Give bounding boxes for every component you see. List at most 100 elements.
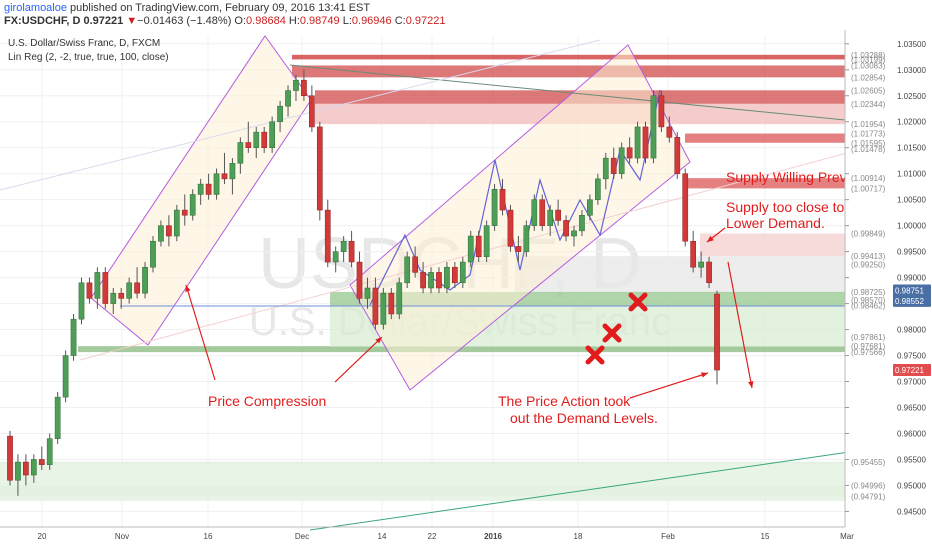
candle xyxy=(110,292,117,304)
author-link[interactable]: girolamoaloe xyxy=(4,2,67,14)
candle xyxy=(221,173,228,180)
price-axis[interactable]: 1.03500 1.03000 1.02500 1.02000 1.01500 1.010… xyxy=(844,30,932,550)
candle xyxy=(594,178,601,200)
price-chart[interactable]: USDCHF, D U.S. Dollar/Swiss Franc Price … xyxy=(0,30,932,550)
candle xyxy=(452,266,458,284)
high-value: 0.98749 xyxy=(299,15,340,27)
level-label: (0.97566) xyxy=(851,348,886,357)
close-label: C: xyxy=(394,15,406,27)
candle xyxy=(213,173,220,195)
candle xyxy=(698,261,704,268)
candle xyxy=(483,225,490,258)
time-tick-label: 2016 xyxy=(484,532,502,541)
candle xyxy=(658,95,665,128)
price-tick-label: 1.03000 xyxy=(897,66,926,75)
candle xyxy=(245,142,252,148)
candle xyxy=(118,292,125,299)
level-label: (0.94791) xyxy=(851,492,886,501)
candle xyxy=(475,235,482,258)
candle xyxy=(507,209,514,247)
candle xyxy=(173,209,180,237)
candle xyxy=(642,126,649,159)
level-label: (0.95455) xyxy=(851,458,886,467)
price-tick-label: 0.96000 xyxy=(897,429,926,438)
annotation-text: Lower Demand. xyxy=(726,215,825,231)
time-tick-label: 16 xyxy=(204,532,213,541)
candle xyxy=(269,121,275,148)
candle xyxy=(682,173,689,242)
candle xyxy=(150,240,156,268)
level-label: (1.01773) xyxy=(851,130,886,139)
candle xyxy=(555,209,561,221)
candle xyxy=(7,435,13,481)
arrowhead-icon xyxy=(701,372,708,378)
candle xyxy=(86,282,93,299)
cross-icon xyxy=(628,292,648,312)
candle xyxy=(261,131,268,148)
candle xyxy=(332,251,339,263)
candle xyxy=(626,147,633,159)
time-axis[interactable]: 20 Nov 16 Dec 14 22 2016 18 Feb 15 Mar xyxy=(0,526,854,541)
price-tick-label: 0.94500 xyxy=(897,507,926,516)
candle xyxy=(674,137,681,174)
time-tick-label: Dec xyxy=(295,532,309,541)
change-value: −0.01463 (−1.48%) xyxy=(137,15,232,27)
candle xyxy=(547,209,554,226)
candle xyxy=(420,272,426,289)
candle xyxy=(412,256,418,273)
candle xyxy=(531,199,538,226)
candle xyxy=(380,292,387,325)
level-label: (0.98462) xyxy=(851,302,886,311)
supply-zone xyxy=(700,233,845,257)
candle xyxy=(444,266,450,289)
price-tick-label: 0.99500 xyxy=(897,248,926,257)
candle xyxy=(134,282,140,294)
time-tick-label: 18 xyxy=(574,532,583,541)
time-tick-label: 15 xyxy=(761,532,770,541)
price-badge xyxy=(893,364,931,377)
price-tick-label: 1.01500 xyxy=(897,144,926,153)
candle xyxy=(15,461,21,481)
candle xyxy=(348,240,355,263)
level-label: (0.99413) xyxy=(851,252,886,261)
candle xyxy=(618,147,625,174)
neutral-zone xyxy=(515,256,845,294)
candle xyxy=(610,157,617,174)
price-tick-label: 1.00500 xyxy=(897,196,926,205)
cross-icon xyxy=(585,345,605,365)
candle xyxy=(293,79,299,91)
annotation-text: The Price Action took xyxy=(498,393,631,409)
candle xyxy=(70,318,77,356)
level-label: (0.98725) xyxy=(851,288,886,297)
demand-zone-bottom xyxy=(0,462,845,502)
indicator-label: Lin Reg (2, -2, true, true, 100, close) xyxy=(8,52,169,63)
candle xyxy=(523,225,530,252)
annotation-arrow xyxy=(334,336,383,383)
annotation-text: out the Demand Levels. xyxy=(510,410,658,426)
arrowhead-icon xyxy=(748,381,754,388)
price-badge xyxy=(893,294,931,307)
candle xyxy=(634,126,641,159)
time-tick-label: Nov xyxy=(115,532,129,541)
level-label: (0.99250) xyxy=(851,261,886,270)
arrowhead-icon xyxy=(707,235,714,242)
price-tick-label: 1.02500 xyxy=(897,92,926,101)
candle xyxy=(237,142,244,164)
candle xyxy=(650,95,657,159)
candle xyxy=(706,261,712,284)
demand-zone xyxy=(78,346,845,353)
level-label: (1.03199) xyxy=(851,55,886,64)
annotation-arrow xyxy=(727,261,753,389)
cross-icon xyxy=(602,323,622,343)
candle xyxy=(102,272,109,304)
candle xyxy=(579,215,585,232)
candle xyxy=(158,225,164,242)
level-label: (1.03083) xyxy=(851,61,886,70)
candle xyxy=(285,90,291,107)
candle xyxy=(666,126,673,138)
level-label: (0.94996) xyxy=(851,482,886,491)
annotation-arrow xyxy=(185,284,216,381)
price-tick-label: 1.02000 xyxy=(897,118,926,127)
candle xyxy=(491,189,498,226)
level-label: (0.98570) xyxy=(851,296,886,305)
